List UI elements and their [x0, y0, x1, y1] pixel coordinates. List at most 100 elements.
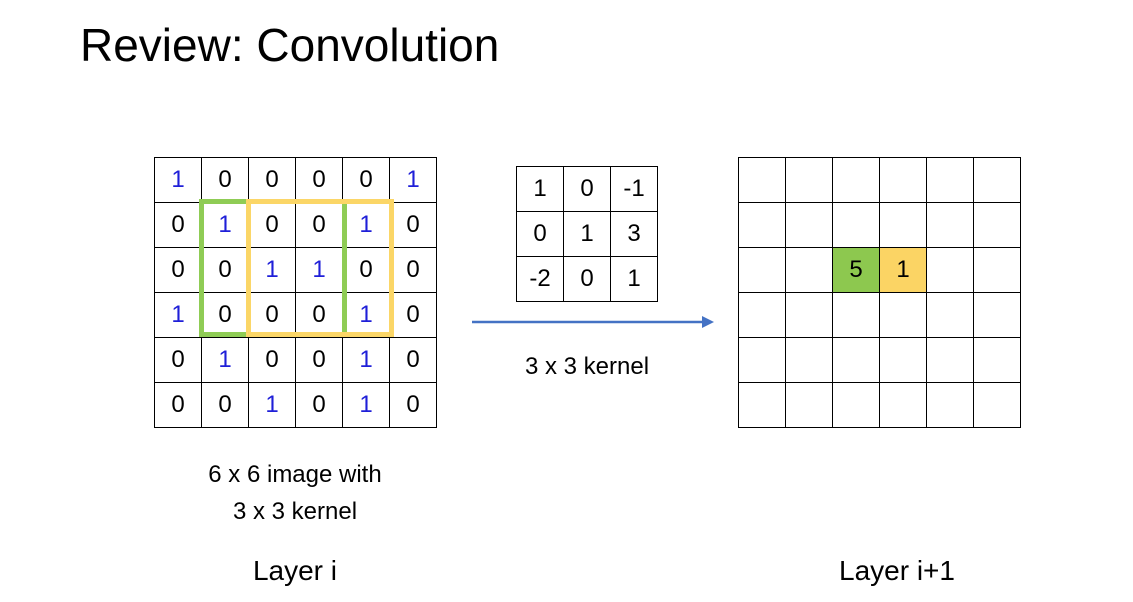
table-row: 1 0 0 0 0 1 — [154, 157, 437, 203]
grid-cell: 0 — [154, 202, 202, 248]
table-row: 0 1 3 — [516, 211, 658, 257]
grid-cell: 0 — [389, 247, 437, 293]
grid-cell: 0 — [295, 202, 343, 248]
output-cell — [973, 247, 1021, 293]
right-arrow-icon — [472, 316, 714, 328]
output-cell — [926, 202, 974, 248]
table-row: 5 1 — [738, 247, 1021, 293]
output-cell — [926, 337, 974, 383]
output-cell — [785, 157, 833, 203]
output-layer-grid: 5 1 — [738, 157, 1021, 428]
image-caption-line-2: 3 x 3 kernel — [232, 498, 358, 525]
output-cell — [973, 157, 1021, 203]
grid-cell: 0 — [295, 337, 343, 383]
table-row: -2 0 1 — [516, 256, 658, 302]
grid-cell: 1 — [201, 337, 249, 383]
grid-cell: 1 — [295, 247, 343, 293]
grid-cell: 0 — [201, 247, 249, 293]
layer-i-label: Layer i — [252, 555, 338, 586]
grid-cell: 0 — [389, 202, 437, 248]
table-row — [738, 157, 1021, 203]
output-cell — [832, 202, 880, 248]
grid-cell: 0 — [154, 337, 202, 383]
grid-cell: 0 — [154, 382, 202, 428]
grid-cell: 1 — [389, 157, 437, 203]
output-cell — [738, 382, 786, 428]
output-cell-yellow: 1 — [879, 247, 927, 293]
table-row: 1 0 0 0 1 0 — [154, 292, 437, 338]
output-cell — [832, 292, 880, 338]
output-cell — [973, 382, 1021, 428]
table-row: 0 0 1 0 1 0 — [154, 382, 437, 428]
kernel-cell: -1 — [610, 166, 658, 212]
output-cell — [785, 292, 833, 338]
output-cell — [738, 337, 786, 383]
output-cell — [879, 292, 927, 338]
kernel-caption: 3 x 3 kernel — [524, 353, 650, 380]
table-row — [738, 292, 1021, 338]
output-cell — [832, 157, 880, 203]
output-cell — [738, 292, 786, 338]
output-cell — [926, 382, 974, 428]
grid-cell: 1 — [342, 337, 390, 383]
grid-cell: 0 — [154, 247, 202, 293]
table-row — [738, 337, 1021, 383]
output-cell-green: 5 — [832, 247, 880, 293]
grid-cell: 0 — [389, 292, 437, 338]
yellow-kernel-window — [246, 199, 394, 337]
table-row — [738, 202, 1021, 248]
output-cell — [973, 202, 1021, 248]
grid-cell: 1 — [248, 247, 296, 293]
output-cell — [738, 247, 786, 293]
kernel-cell: 1 — [516, 166, 564, 212]
output-cell — [832, 337, 880, 383]
output-cell — [973, 337, 1021, 383]
grid-cell: 0 — [342, 157, 390, 203]
output-cell — [738, 157, 786, 203]
image-caption-line-1: 6 x 6 image with — [208, 461, 382, 488]
layer-i-plus-1-label: Layer i+1 — [839, 555, 955, 586]
output-cell — [926, 292, 974, 338]
grid-cell: 0 — [342, 247, 390, 293]
output-cell — [785, 247, 833, 293]
grid-cell: 0 — [295, 157, 343, 203]
kernel-cell: 3 — [610, 211, 658, 257]
grid-cell: 1 — [154, 157, 202, 203]
kernel-cell: -2 — [516, 256, 564, 302]
output-cell — [879, 382, 927, 428]
grid-cell: 0 — [248, 337, 296, 383]
output-cell — [926, 247, 974, 293]
kernel-grid: 1 0 -1 0 1 3 -2 0 1 — [516, 166, 658, 302]
image-caption: 6 x 6 image with 3 x 3 kernel — [145, 456, 445, 530]
grid-cell: 0 — [248, 157, 296, 203]
output-cell — [785, 337, 833, 383]
grid-cell: 1 — [342, 382, 390, 428]
grid-cell: 1 — [201, 202, 249, 248]
output-cell — [973, 292, 1021, 338]
table-row: 0 1 0 0 1 0 — [154, 337, 437, 383]
grid-cell: 0 — [248, 292, 296, 338]
kernel-cell: 1 — [610, 256, 658, 302]
grid-cell: 0 — [389, 337, 437, 383]
table-row — [738, 382, 1021, 428]
kernel-cell: 0 — [563, 166, 611, 212]
output-cell — [879, 202, 927, 248]
output-cell — [785, 202, 833, 248]
grid-cell: 0 — [201, 157, 249, 203]
table-row: 1 0 -1 — [516, 166, 658, 212]
output-cell — [832, 382, 880, 428]
input-image-grid: 1 0 0 0 0 1 0 1 0 0 1 0 0 0 1 1 0 0 1 0 … — [154, 157, 437, 428]
slide-title: Review: Convolution — [80, 19, 500, 71]
output-cell — [926, 157, 974, 203]
output-cell — [879, 157, 927, 203]
grid-cell: 0 — [389, 382, 437, 428]
kernel-cell: 0 — [563, 256, 611, 302]
output-cell — [738, 202, 786, 248]
kernel-cell: 0 — [516, 211, 564, 257]
grid-cell: 0 — [248, 202, 296, 248]
grid-cell: 0 — [295, 382, 343, 428]
output-cell — [785, 382, 833, 428]
grid-cell: 1 — [248, 382, 296, 428]
output-cell — [879, 337, 927, 383]
grid-cell: 0 — [201, 292, 249, 338]
